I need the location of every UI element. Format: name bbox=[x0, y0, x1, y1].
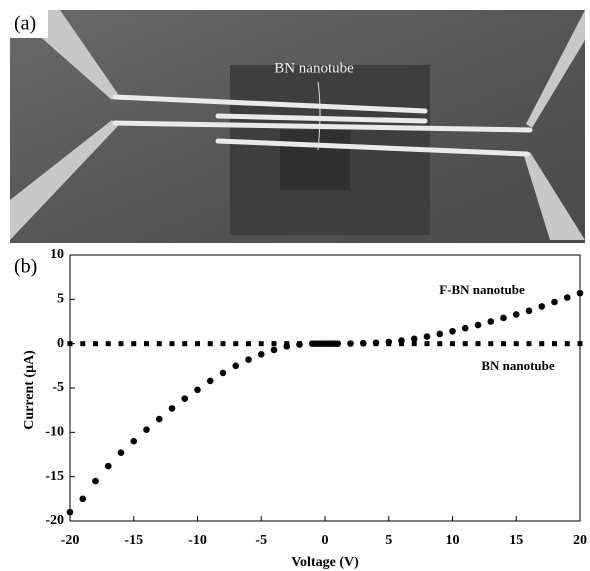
x-tick-label: -5 bbox=[255, 533, 267, 548]
point bbox=[67, 341, 73, 347]
point bbox=[335, 341, 341, 347]
point bbox=[513, 341, 519, 347]
point bbox=[245, 356, 252, 363]
point bbox=[284, 341, 290, 347]
point bbox=[462, 341, 468, 347]
point bbox=[257, 351, 265, 358]
point bbox=[258, 341, 264, 347]
point bbox=[348, 341, 353, 347]
point bbox=[360, 341, 366, 347]
point bbox=[105, 341, 111, 347]
point bbox=[436, 330, 444, 338]
point bbox=[500, 314, 507, 322]
point bbox=[182, 341, 188, 347]
point bbox=[92, 477, 99, 485]
point bbox=[563, 294, 571, 301]
point bbox=[131, 341, 137, 347]
y-tick-label: -5 bbox=[52, 380, 64, 395]
point bbox=[410, 335, 418, 343]
point bbox=[488, 341, 494, 347]
point bbox=[156, 341, 162, 347]
point bbox=[155, 415, 163, 423]
image-annotation: BN nanotube bbox=[274, 60, 354, 76]
x-tick-label: 15 bbox=[509, 533, 523, 548]
point bbox=[399, 341, 404, 347]
x-axis-title: Voltage (V) bbox=[291, 555, 359, 570]
y-tick-label: 0 bbox=[57, 336, 64, 351]
point bbox=[207, 341, 213, 347]
point bbox=[461, 324, 469, 332]
point bbox=[117, 449, 125, 457]
point bbox=[309, 341, 315, 347]
point bbox=[130, 437, 138, 445]
panel-label: (b) bbox=[14, 256, 37, 278]
point bbox=[386, 341, 392, 347]
x-tick-label: 10 bbox=[446, 533, 460, 548]
point bbox=[143, 426, 150, 433]
point bbox=[104, 462, 112, 470]
point bbox=[232, 362, 240, 370]
sem-image: BN nanotube (a) bbox=[10, 10, 585, 243]
x-tick-label: -15 bbox=[124, 533, 143, 548]
point bbox=[194, 386, 201, 394]
series-label: F-BN nanotube bbox=[439, 282, 525, 297]
point bbox=[501, 341, 506, 347]
point bbox=[322, 341, 328, 347]
point bbox=[474, 321, 482, 329]
point bbox=[423, 333, 431, 340]
point bbox=[233, 341, 239, 347]
x-tick-label: 0 bbox=[322, 533, 329, 548]
point bbox=[449, 327, 456, 335]
point bbox=[144, 341, 149, 347]
point bbox=[512, 311, 520, 318]
point bbox=[181, 395, 189, 402]
point bbox=[271, 341, 277, 347]
point bbox=[450, 341, 455, 347]
point bbox=[246, 341, 251, 347]
point bbox=[79, 495, 87, 503]
y-tick-label: -10 bbox=[45, 425, 64, 440]
y-tick-label: 10 bbox=[50, 247, 64, 262]
point bbox=[577, 341, 583, 347]
x-tick-label: 20 bbox=[573, 533, 587, 548]
point bbox=[551, 298, 558, 306]
point bbox=[525, 307, 533, 315]
y-axis-title: Current (μA) bbox=[22, 350, 37, 430]
point bbox=[424, 341, 430, 347]
point bbox=[93, 341, 98, 347]
point bbox=[206, 377, 214, 385]
x-tick-label: -20 bbox=[61, 533, 80, 548]
point bbox=[373, 341, 379, 347]
point bbox=[437, 341, 443, 347]
point bbox=[552, 341, 557, 347]
point bbox=[297, 341, 302, 347]
point bbox=[168, 405, 176, 412]
point bbox=[219, 369, 227, 377]
point bbox=[169, 341, 175, 347]
point bbox=[539, 341, 545, 347]
point bbox=[475, 341, 481, 347]
y-tick-label: -20 bbox=[45, 513, 64, 528]
y-tick-label: -15 bbox=[45, 469, 64, 484]
x-tick-label: 5 bbox=[385, 533, 392, 548]
point bbox=[576, 289, 584, 297]
point bbox=[195, 341, 200, 347]
series-label: BN nanotube bbox=[481, 358, 555, 373]
x-tick-label: -10 bbox=[188, 533, 207, 548]
point bbox=[220, 341, 226, 347]
point bbox=[270, 346, 278, 354]
point bbox=[487, 318, 495, 325]
y-tick-label: 5 bbox=[57, 292, 64, 307]
point bbox=[538, 303, 546, 310]
point bbox=[526, 341, 532, 347]
point bbox=[411, 341, 417, 347]
point bbox=[66, 508, 74, 516]
point bbox=[564, 341, 570, 347]
panel-label: (a) bbox=[14, 13, 36, 35]
point bbox=[80, 341, 86, 347]
point bbox=[118, 341, 124, 347]
